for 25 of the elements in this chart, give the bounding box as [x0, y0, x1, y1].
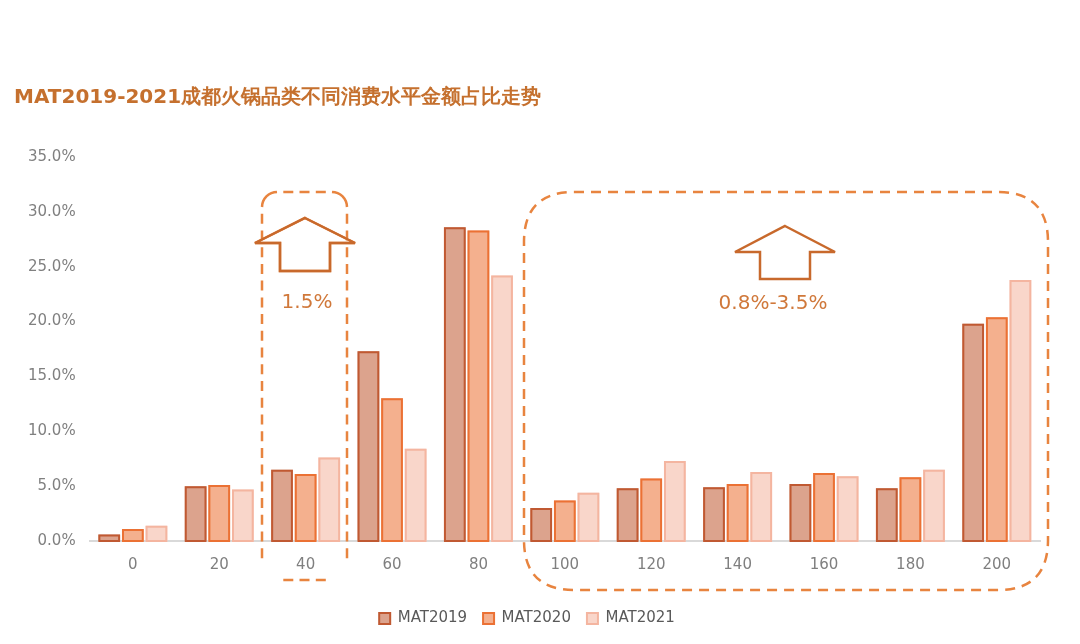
y-tick-label: 20.0%	[28, 311, 76, 330]
legend-label: MAT2019	[397, 608, 468, 627]
x-tick-label: 200	[982, 554, 1012, 573]
annotation: 1.5%	[281, 289, 333, 314]
legend-label: MAT2021	[605, 608, 675, 627]
x-tick-label: 160	[809, 554, 839, 573]
annotation: 0.8%-3.5%	[718, 290, 828, 315]
chart-title: MAT2019-2021成都火锅品类不同消费水平金额占比走势	[14, 84, 542, 109]
x-tick-label: 140	[723, 554, 752, 573]
x-tick-label: 80	[468, 554, 488, 573]
y-tick-label: 0.0%	[37, 530, 76, 549]
y-tick-label: 15.0%	[28, 366, 76, 385]
y-tick-label: 5.0%	[37, 476, 76, 495]
y-tick-label: 10.0%	[28, 421, 76, 440]
y-tick-label: 30.0%	[28, 201, 76, 220]
x-tick-label: 180	[896, 554, 925, 573]
x-tick-label: 20	[209, 554, 229, 573]
y-tick-label: 25.0%	[28, 256, 76, 275]
x-tick-label: 100	[550, 554, 580, 573]
y-tick-label: 35.0%	[28, 146, 76, 165]
legend-label: MAT2020	[501, 608, 571, 627]
x-tick-label: 0	[128, 554, 138, 573]
x-tick-label: 60	[382, 554, 402, 573]
x-tick-label: 40	[296, 554, 316, 573]
x-tick-label: 120	[636, 554, 666, 573]
